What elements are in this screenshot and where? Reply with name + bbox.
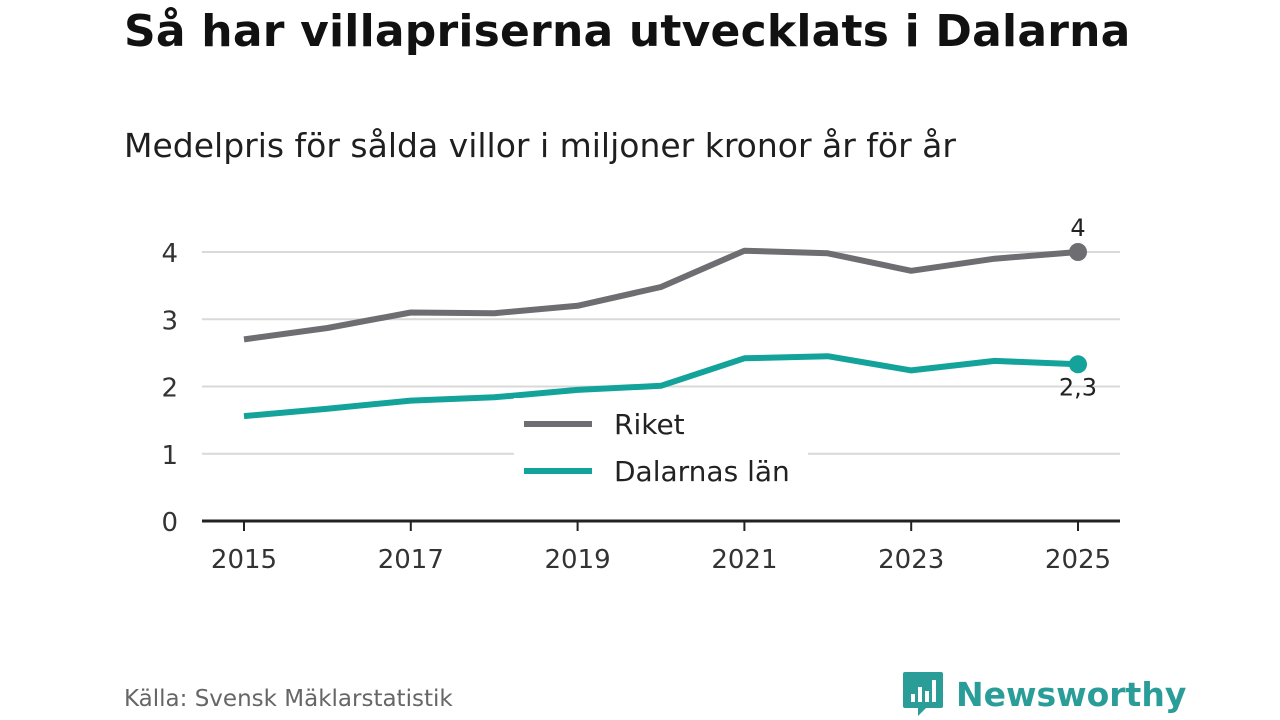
axes: 0 1 2 3 4 2015 2017 2019 2021 2023 2025	[161, 239, 1120, 575]
source-note: Källa: Svensk Mäklarstatistik	[124, 686, 453, 712]
series-line-riket	[243, 247, 1079, 343]
x-tick-label: 2023	[878, 545, 944, 575]
y-tick-label: 3	[161, 306, 178, 336]
series-end-label: 4	[1070, 214, 1085, 242]
x-tick-label: 2015	[211, 545, 277, 575]
y-tick-label: 1	[161, 441, 178, 471]
legend-label: Riket	[614, 408, 685, 441]
y-tick-label: 0	[161, 508, 178, 538]
y-tick-label: 4	[161, 239, 178, 269]
legend-background	[514, 398, 808, 494]
legend: Riket Dalarnas län	[514, 398, 808, 494]
series-end-label: 2,3	[1059, 373, 1097, 401]
series-line-dalarna	[243, 353, 1079, 420]
chart-title: Så har villapriserna utvecklats i Dalarn…	[124, 6, 1131, 57]
brand-name: Newsworthy	[956, 674, 1187, 714]
y-tick-label: 2	[161, 374, 178, 404]
x-tick-label: 2025	[1045, 545, 1111, 575]
brand-logo: Newsworthy	[902, 670, 1186, 718]
chart-subtitle: Medelpris för sålda villor i miljoner kr…	[124, 126, 956, 165]
series-end-marker	[1069, 243, 1087, 261]
x-tick-label: 2019	[545, 545, 611, 575]
x-tick-label: 2021	[711, 545, 777, 575]
series-lines: 42,3	[243, 214, 1097, 420]
series-end-marker	[1069, 355, 1087, 374]
x-tick-label: 2017	[378, 545, 444, 575]
legend-label: Dalarnas län	[614, 455, 790, 488]
newsworthy-logo-icon	[903, 672, 943, 716]
